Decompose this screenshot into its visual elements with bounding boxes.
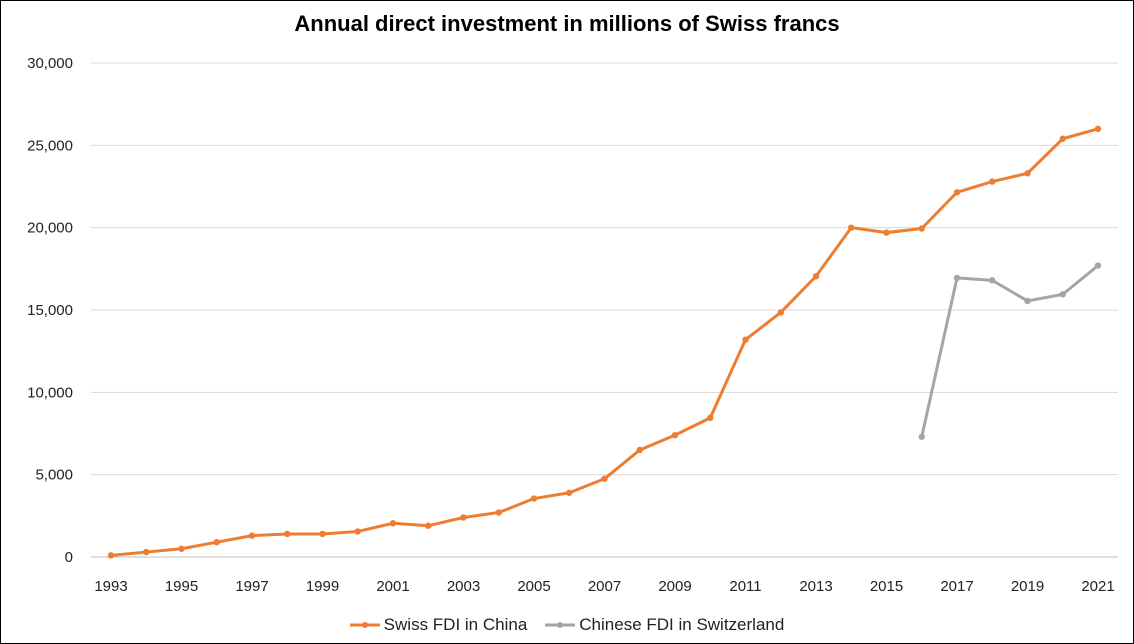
data-point [918,433,925,440]
data-point [671,431,679,439]
data-point [248,532,256,539]
data-point [777,309,784,316]
plot-area: 0 5,000 10,000 15,000 20,000 25,000 30,000 1993… [27,55,1118,595]
data-point [601,475,608,482]
data-point [460,514,467,521]
data-point [213,538,220,546]
x-tick-label: 2009 [658,578,691,595]
data-point [495,509,502,516]
x-tick-label: 2017 [940,578,973,595]
y-tick-label: 15,000 [27,302,73,319]
data-point [284,530,291,538]
legend-label-chinese-fdi: Chinese FDI in Switzerland [579,615,785,634]
data-point [566,489,573,496]
data-point [1024,297,1031,305]
y-tick-label: 0 [65,549,73,566]
y-tick-label: 25,000 [27,137,73,154]
data-point [1094,262,1102,269]
data-point [1059,291,1066,298]
data-point [742,336,749,343]
data-point [107,552,115,559]
data-point [989,277,996,284]
x-tick-label: 2011 [729,578,761,595]
data-point [319,530,326,538]
x-tick-label: 1997 [235,578,268,595]
data-point [707,414,714,422]
data-point [425,522,432,529]
series-line-1 [920,264,1099,438]
legend-item-chinese-fdi: Chinese FDI in Switzerland [545,615,784,635]
data-point [530,495,538,502]
x-tick-label: 2021 [1081,578,1114,595]
x-tick-label: 2001 [376,578,409,595]
data-point [1094,125,1102,133]
data-point [1059,135,1066,142]
data-point [883,229,890,236]
data-point [812,273,820,280]
data-point [953,189,961,196]
legend-swatch-chinese-fdi [545,622,576,628]
data-point [918,225,925,232]
y-tick-label: 20,000 [27,220,73,237]
data-point [953,274,961,282]
data-point [848,224,855,231]
x-tick-label: 1995 [165,578,198,595]
data-point [389,520,397,527]
legend-swatch-swiss-fdi [349,622,380,628]
series-line-0 [110,127,1099,557]
x-tick-label: 2005 [517,578,550,595]
data-point [1024,170,1031,177]
data-point [143,548,150,556]
y-tick-label: 10,000 [27,384,73,401]
data-point [354,528,361,535]
x-tick-label: 1993 [94,578,127,595]
y-tick-label: 5,000 [35,467,73,484]
x-tick-label: 2019 [1011,578,1044,595]
legend-item-swiss-fdi: Swiss FDI in China [349,615,528,635]
data-point [636,446,643,454]
x-tick-label: 2013 [799,578,832,595]
legend: Swiss FDI in China Chinese FDI in Switze… [1,615,1133,635]
data-point [989,178,996,185]
x-tick-label: 2015 [870,578,903,595]
y-tick-label: 30,000 [27,55,73,72]
x-tick-label: 2007 [588,578,621,595]
x-tick-label: 2003 [447,578,480,595]
chart-title: Annual direct investment in millions of … [294,11,840,36]
data-point [178,545,185,552]
x-tick-label: 1999 [306,578,339,595]
legend-label-swiss-fdi: Swiss FDI in China [383,615,528,634]
